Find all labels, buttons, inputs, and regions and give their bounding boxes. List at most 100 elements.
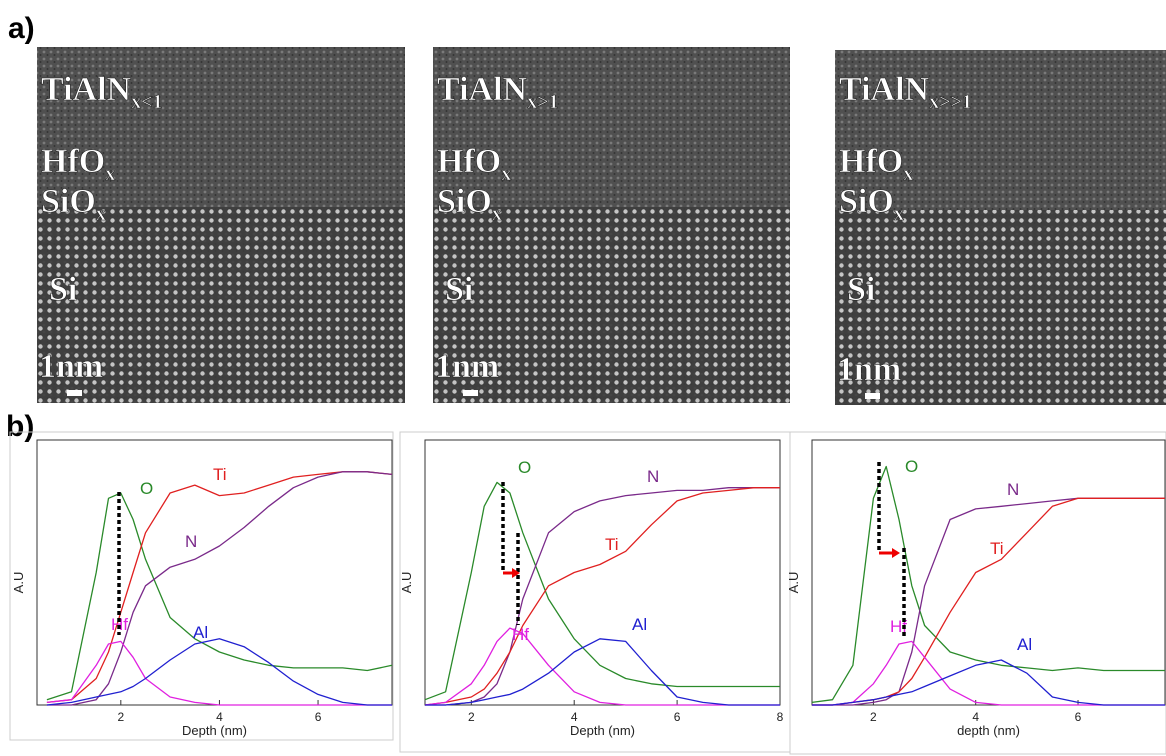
layer-label: HfOx — [437, 143, 511, 185]
curve — [811, 465, 1165, 704]
curve — [812, 640, 1165, 706]
curve — [812, 659, 1165, 706]
y-axis-label: A.U — [11, 572, 26, 594]
x-tick-label: 2 — [870, 710, 877, 724]
layer-label: TiAlNx<1 — [41, 71, 162, 113]
chart: 2 4 6 Depth (nm) A.U O Ti N Hf Al — [9, 431, 394, 741]
layer-subscript: x — [894, 203, 904, 225]
layer-label: SiOx — [839, 183, 904, 225]
layer-label: Si — [49, 271, 77, 308]
tem-images: TiAlNx<1HfOxSiOxSi1nmTiAlNx>1HfOxSiOxSi1… — [37, 47, 1166, 405]
layer-name: Si — [49, 271, 77, 308]
layer-name: Si — [847, 271, 875, 308]
layer-subscript: x — [105, 163, 115, 185]
x-tick-label: 8 — [777, 710, 784, 724]
curve-label: O — [140, 479, 153, 498]
curve — [46, 638, 392, 706]
layer-subscript: x — [492, 203, 502, 225]
layer-name: SiO — [437, 183, 492, 220]
curve-label: N — [185, 532, 197, 551]
curve-label: Hf — [512, 625, 529, 644]
plot-area — [424, 439, 781, 706]
panel-label: b) — [6, 410, 34, 443]
x-tick-label: 2 — [117, 710, 124, 724]
layer-subscript: x>1 — [527, 91, 558, 113]
plot-area — [811, 439, 1166, 706]
x-axis-label: depth (nm) — [957, 723, 1020, 738]
layer-subscript: x — [96, 203, 106, 225]
scale-label: 1nm — [39, 348, 103, 385]
curve — [46, 640, 392, 706]
layer-label: HfOx — [839, 143, 913, 185]
layer-label: TiAlNx>>1 — [839, 71, 972, 113]
curve — [46, 492, 393, 701]
x-tick-label: 4 — [216, 710, 223, 724]
curve-label: N — [1007, 480, 1019, 499]
lattice-region — [37, 207, 405, 403]
layer-label: TiAlNx>1 — [437, 71, 558, 113]
layer-label: SiOx — [41, 183, 106, 225]
scale-bar — [865, 393, 880, 399]
layer-label: Si — [445, 271, 473, 308]
curve-label: Hf — [111, 615, 128, 634]
x-tick-label: 6 — [1075, 710, 1082, 724]
curve-label: Al — [193, 623, 208, 642]
layer-subscript: x>>1 — [929, 91, 972, 113]
y-axis-label: A.U — [399, 572, 414, 594]
layer-name: HfO — [437, 143, 501, 180]
scale-bar — [463, 390, 478, 396]
lattice-region — [433, 207, 790, 403]
layer-subscript: x — [903, 163, 913, 185]
layer-name: HfO — [839, 143, 903, 180]
curve-label: Al — [1017, 635, 1032, 654]
layer-name: SiO — [839, 183, 894, 220]
layer-label: Si — [847, 271, 875, 308]
layer-name: Si — [445, 271, 473, 308]
chart: 2 4 6 8 Depth (nm) A.U O N Ti Hf Al — [399, 431, 791, 753]
x-tick-label: 2 — [468, 710, 475, 724]
layer-subscript: x — [501, 163, 511, 185]
panel-label: a) — [8, 12, 35, 45]
curve — [425, 638, 780, 706]
scale-bar — [67, 390, 82, 396]
layer-name: TiAlN — [41, 71, 132, 108]
x-axis-label: Depth (nm) — [570, 723, 635, 738]
scale-label: 1nm — [435, 348, 499, 385]
curve-label: Ti — [605, 535, 619, 554]
curve — [424, 481, 780, 701]
charts: 2 4 6 Depth (nm) A.U O Ti N Hf Al 2 4 6 8 Depth (nm) A.… — [9, 431, 1166, 755]
curve — [424, 627, 780, 706]
curve-label: Ti — [990, 539, 1004, 558]
scale-label: 1nm — [837, 351, 901, 388]
y-axis-label: A.U — [786, 572, 801, 594]
x-axis-label: Depth (nm) — [182, 723, 247, 738]
layer-label: HfOx — [41, 143, 115, 185]
x-tick-label: 6 — [674, 710, 681, 724]
layer-name: HfO — [41, 143, 105, 180]
frame — [9, 431, 394, 741]
x-tick-label: 4 — [571, 710, 578, 724]
frame — [789, 431, 1166, 755]
curve — [425, 487, 780, 706]
curve — [46, 471, 393, 706]
curve-label: Ti — [213, 465, 227, 484]
curve-label: Al — [632, 615, 647, 634]
layer-label: SiOx — [437, 183, 502, 225]
lattice-region — [835, 210, 1166, 405]
layer-name: TiAlN — [839, 71, 930, 108]
shift-arrowhead — [892, 548, 900, 558]
x-tick-label: 4 — [972, 710, 979, 724]
layer-subscript: x<1 — [131, 91, 162, 113]
shift-arrowhead — [512, 568, 520, 578]
layer-name: SiO — [41, 183, 96, 220]
curve — [424, 487, 780, 706]
curve-label: O — [905, 457, 918, 476]
curve — [46, 471, 393, 704]
layer-name: TiAlN — [437, 71, 528, 108]
x-tick-label: 6 — [315, 710, 322, 724]
